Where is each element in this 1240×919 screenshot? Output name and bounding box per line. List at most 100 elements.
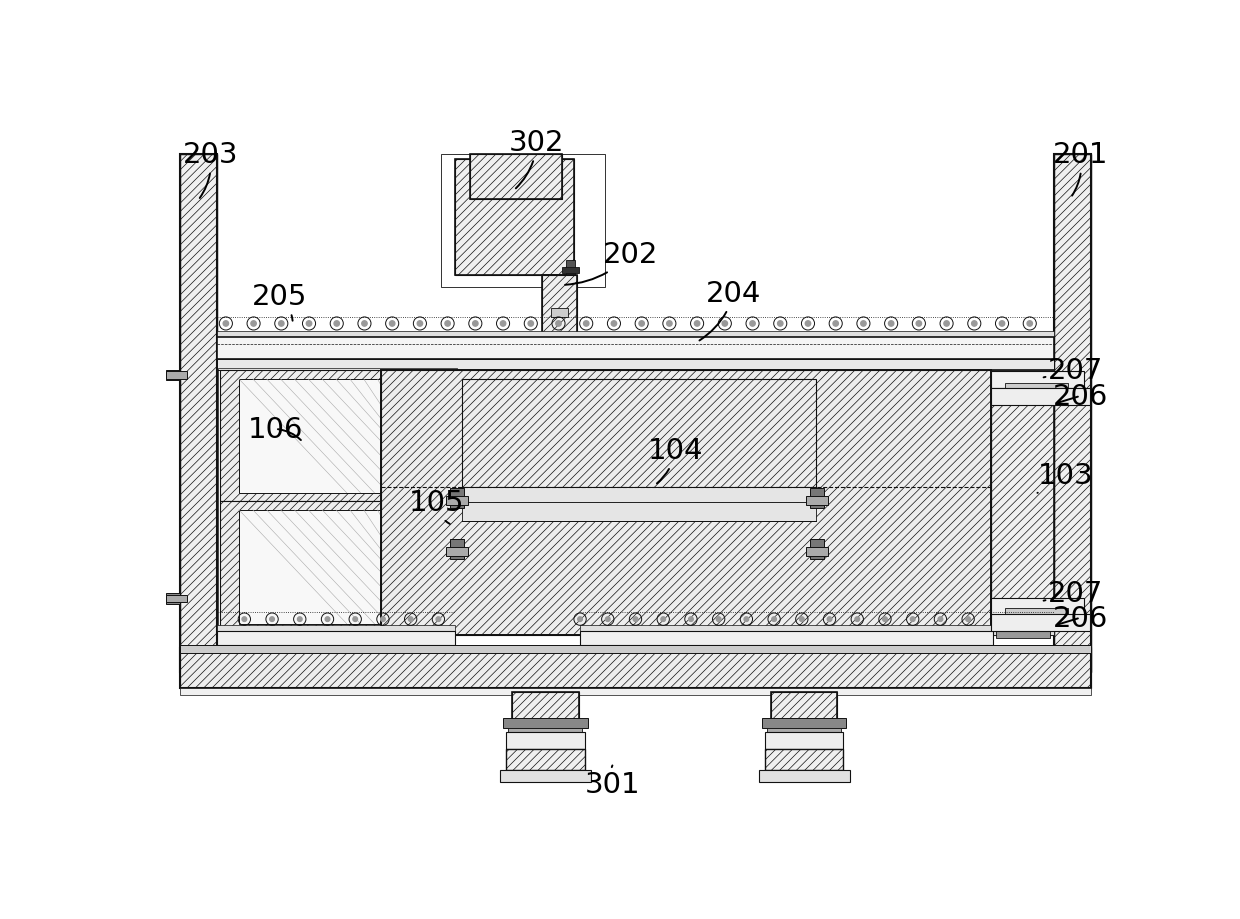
Circle shape: [639, 322, 645, 327]
Circle shape: [777, 322, 782, 327]
Bar: [446, 547, 467, 556]
Circle shape: [750, 322, 755, 327]
Circle shape: [578, 618, 583, 622]
Bar: [1006, 608, 1068, 617]
Circle shape: [854, 618, 859, 622]
Circle shape: [242, 618, 247, 622]
Bar: [218, 369, 456, 634]
Bar: [991, 370, 1054, 636]
Text: 207: 207: [1044, 357, 1104, 384]
Bar: [180, 688, 1091, 695]
Bar: [542, 487, 577, 503]
Bar: [543, 491, 575, 499]
Bar: [219, 370, 456, 501]
Bar: [180, 649, 1091, 688]
Circle shape: [556, 322, 562, 327]
Bar: [463, 380, 816, 487]
Bar: [768, 729, 841, 735]
Bar: [991, 372, 1084, 389]
Bar: [217, 332, 1054, 338]
Bar: [991, 370, 1054, 636]
Circle shape: [408, 618, 413, 622]
Circle shape: [861, 322, 866, 327]
Text: 106: 106: [248, 415, 303, 444]
Bar: [180, 649, 1091, 688]
Bar: [567, 260, 575, 276]
Bar: [542, 276, 577, 598]
Bar: [551, 309, 568, 318]
Bar: [219, 370, 456, 501]
Circle shape: [771, 618, 776, 622]
Circle shape: [661, 618, 666, 622]
Bar: [765, 732, 843, 749]
Circle shape: [362, 322, 367, 327]
Circle shape: [883, 618, 888, 622]
Circle shape: [688, 618, 693, 622]
Circle shape: [334, 322, 340, 327]
Bar: [166, 372, 187, 380]
Bar: [446, 496, 467, 505]
Bar: [580, 370, 796, 487]
Circle shape: [611, 322, 616, 327]
Circle shape: [827, 618, 832, 622]
Bar: [765, 749, 843, 770]
Circle shape: [417, 322, 423, 327]
Bar: [512, 692, 579, 732]
Circle shape: [966, 618, 971, 622]
Bar: [588, 378, 787, 482]
Bar: [562, 268, 579, 274]
Circle shape: [972, 322, 977, 327]
Bar: [382, 370, 991, 636]
Text: 105: 105: [409, 489, 465, 525]
Bar: [771, 692, 837, 732]
Circle shape: [916, 322, 921, 327]
Circle shape: [944, 322, 950, 327]
Circle shape: [381, 618, 386, 622]
Bar: [806, 547, 828, 556]
Bar: [759, 770, 849, 783]
Text: 207: 207: [1044, 579, 1104, 607]
Circle shape: [694, 322, 699, 327]
Text: 302: 302: [510, 129, 564, 189]
Circle shape: [833, 322, 838, 327]
Bar: [506, 732, 585, 749]
Bar: [512, 692, 579, 732]
Circle shape: [223, 322, 228, 327]
Bar: [503, 718, 588, 729]
Bar: [217, 338, 1054, 359]
Bar: [166, 370, 180, 381]
Bar: [810, 539, 825, 560]
Text: 203: 203: [182, 141, 238, 199]
Bar: [771, 692, 837, 732]
Bar: [470, 155, 563, 199]
Circle shape: [1027, 322, 1033, 327]
Circle shape: [805, 322, 811, 327]
Bar: [580, 370, 796, 487]
Bar: [542, 276, 577, 598]
Bar: [463, 487, 816, 503]
Circle shape: [250, 322, 257, 327]
Bar: [508, 729, 583, 735]
Bar: [765, 749, 843, 770]
Circle shape: [634, 618, 637, 622]
Bar: [217, 631, 455, 646]
Circle shape: [279, 322, 284, 327]
Bar: [580, 626, 993, 631]
Bar: [1054, 155, 1091, 672]
Text: 103: 103: [1038, 461, 1092, 494]
Bar: [500, 770, 590, 783]
Bar: [441, 155, 605, 287]
Circle shape: [717, 618, 720, 622]
Circle shape: [325, 618, 330, 622]
Text: 202: 202: [565, 241, 657, 286]
Circle shape: [306, 322, 311, 327]
Text: 204: 204: [699, 279, 761, 341]
Bar: [166, 595, 187, 603]
Bar: [580, 631, 993, 646]
Bar: [219, 501, 456, 630]
Circle shape: [910, 618, 915, 622]
Bar: [506, 749, 585, 770]
Bar: [991, 624, 1054, 635]
Text: 206: 206: [1053, 382, 1109, 411]
Bar: [180, 646, 1091, 653]
